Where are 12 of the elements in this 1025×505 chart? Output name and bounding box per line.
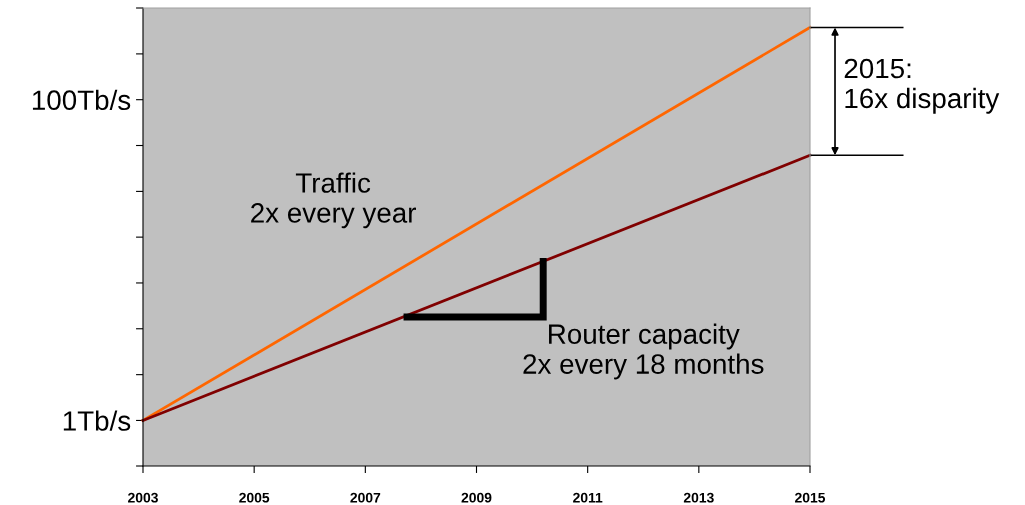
y-tick-label: 1Tb/s — [63, 410, 131, 431]
x-tick-label: 2015 — [795, 492, 826, 503]
x-tick-label: 2011 — [573, 492, 603, 503]
annotation: Traffic 2x every year — [251, 172, 417, 229]
annotation: Router capacity 2x every 18 months — [523, 323, 764, 380]
x-tick-label: 2003 — [128, 492, 158, 503]
y-tick-label: 100Tb/s — [32, 89, 131, 111]
x-tick-label: 2013 — [683, 492, 714, 503]
x-tick-label: 2009 — [461, 492, 492, 503]
x-tick-label: 2007 — [350, 492, 381, 503]
x-tick-label: 2005 — [239, 492, 270, 503]
text: 2015: 16x disparity — [844, 58, 1000, 114]
